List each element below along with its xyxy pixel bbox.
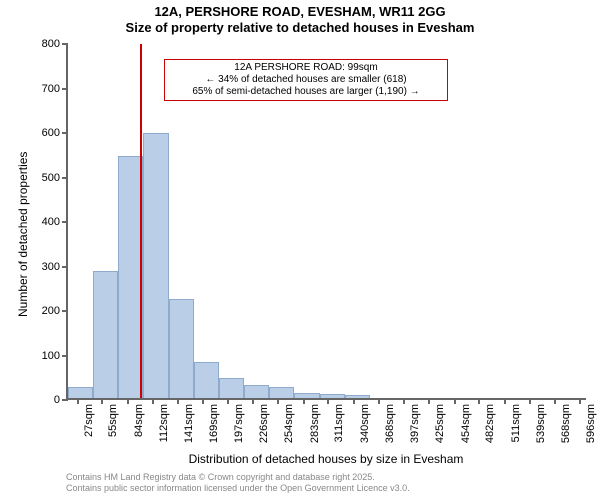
xtick-mark — [227, 398, 229, 404]
plot-area: 010020030040050060070080027sqm55sqm84sqm… — [66, 44, 586, 400]
xtick-mark — [428, 398, 430, 404]
histogram-bar — [68, 387, 93, 398]
ytick-label: 200 — [42, 305, 60, 317]
xtick-label: 397sqm — [409, 404, 421, 443]
xtick-label: 425sqm — [434, 404, 446, 443]
ytick-label: 300 — [42, 261, 60, 273]
xtick-label: 368sqm — [384, 404, 396, 443]
xtick-mark — [529, 398, 531, 404]
ytick-mark — [62, 355, 68, 357]
ytick-mark — [62, 266, 68, 268]
ytick-mark — [62, 310, 68, 312]
xtick-mark — [127, 398, 129, 404]
chart-title: 12A, PERSHORE ROAD, EVESHAM, WR11 2GG Si… — [0, 4, 600, 37]
xtick-label: 340sqm — [359, 404, 371, 443]
xtick-mark — [454, 398, 456, 404]
xtick-label: 454sqm — [460, 404, 472, 443]
histogram-bar — [244, 385, 269, 398]
y-axis-title: Number of detached properties — [16, 152, 30, 317]
histogram-bar — [219, 378, 244, 398]
xtick-mark — [378, 398, 380, 404]
footer-line2: Contains public sector information licen… — [66, 483, 410, 494]
footer-line1: Contains HM Land Registry data © Crown c… — [66, 472, 410, 483]
xtick-mark — [202, 398, 204, 404]
xtick-mark — [277, 398, 279, 404]
xtick-mark — [177, 398, 179, 404]
annotation-line: 65% of semi-detached houses are larger (… — [169, 86, 443, 98]
xtick-label: 141sqm — [183, 404, 195, 443]
footer-attribution: Contains HM Land Registry data © Crown c… — [66, 472, 410, 494]
xtick-label: 596sqm — [585, 404, 597, 443]
histogram-bar — [320, 394, 345, 398]
x-axis-title: Distribution of detached houses by size … — [66, 452, 586, 466]
xtick-label: 169sqm — [208, 404, 220, 443]
xtick-label: 84sqm — [133, 404, 145, 437]
xtick-label: 511sqm — [510, 404, 522, 442]
xtick-label: 55sqm — [107, 404, 119, 437]
xtick-label: 226sqm — [258, 404, 270, 443]
xtick-label: 568sqm — [560, 404, 572, 443]
xtick-mark — [353, 398, 355, 404]
ytick-label: 800 — [42, 38, 60, 50]
xtick-mark — [403, 398, 405, 404]
xtick-label: 283sqm — [309, 404, 321, 443]
xtick-mark — [478, 398, 480, 404]
xtick-label: 482sqm — [484, 404, 496, 443]
xtick-label: 112sqm — [158, 404, 170, 442]
ytick-label: 400 — [42, 216, 60, 228]
reference-line — [140, 44, 142, 398]
chart-container: { "title": { "line1": "12A, PERSHORE ROA… — [0, 0, 600, 500]
xtick-mark — [77, 398, 79, 404]
xtick-mark — [554, 398, 556, 404]
ytick-mark — [62, 399, 68, 401]
xtick-label: 311sqm — [333, 404, 345, 442]
ytick-label: 600 — [42, 127, 60, 139]
histogram-bar — [269, 387, 294, 398]
xtick-label: 27sqm — [83, 404, 95, 437]
histogram-bar — [345, 395, 370, 398]
histogram-bar — [143, 133, 168, 398]
title-line1: 12A, PERSHORE ROAD, EVESHAM, WR11 2GG — [0, 4, 600, 20]
ytick-mark — [62, 132, 68, 134]
ytick-mark — [62, 43, 68, 45]
annotation-line: 12A PERSHORE ROAD: 99sqm — [169, 62, 443, 74]
xtick-mark — [504, 398, 506, 404]
xtick-label: 197sqm — [233, 404, 245, 443]
title-line2: Size of property relative to detached ho… — [0, 20, 600, 36]
xtick-mark — [152, 398, 154, 404]
histogram-bar — [194, 362, 219, 398]
xtick-mark — [327, 398, 329, 404]
annotation-box: 12A PERSHORE ROAD: 99sqm← 34% of detache… — [164, 59, 448, 101]
xtick-label: 539sqm — [535, 404, 547, 443]
ytick-label: 0 — [54, 394, 60, 406]
ytick-label: 100 — [42, 350, 60, 362]
xtick-mark — [101, 398, 103, 404]
ytick-mark — [62, 88, 68, 90]
histogram-bar — [93, 271, 118, 398]
xtick-mark — [252, 398, 254, 404]
xtick-mark — [579, 398, 581, 404]
xtick-mark — [303, 398, 305, 404]
ytick-mark — [62, 221, 68, 223]
xtick-label: 254sqm — [283, 404, 295, 443]
ytick-label: 500 — [42, 172, 60, 184]
ytick-label: 700 — [42, 83, 60, 95]
histogram-bar — [294, 393, 319, 398]
histogram-bar — [169, 299, 194, 398]
annotation-line: ← 34% of detached houses are smaller (61… — [169, 74, 443, 86]
ytick-mark — [62, 177, 68, 179]
